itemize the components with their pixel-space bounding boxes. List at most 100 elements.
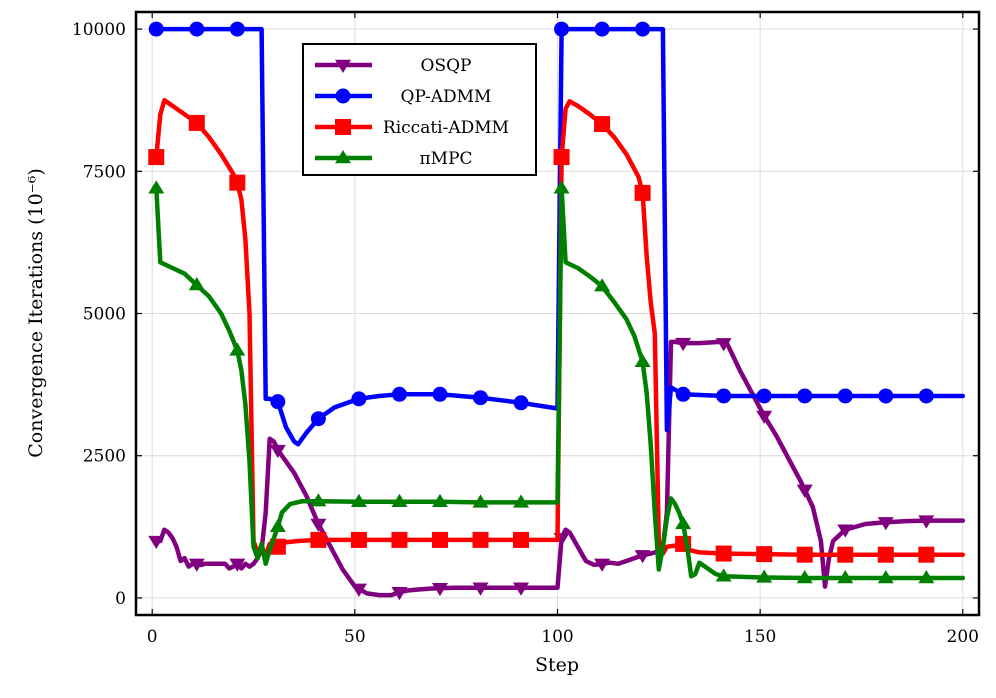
x-tick-label: 200 [947, 627, 979, 647]
x-tick-label: 0 [147, 627, 158, 647]
data-point [675, 515, 692, 530]
data-point [877, 546, 894, 563]
data-point [796, 570, 813, 584]
series-2 [148, 97, 966, 563]
data-point [513, 531, 530, 548]
data-point [796, 484, 813, 498]
legend-marker [335, 150, 351, 164]
data-point [310, 531, 327, 548]
y-tick-label: 0 [115, 589, 126, 609]
data-point [148, 149, 165, 166]
data-point [472, 494, 489, 508]
legend-entries: OSQP QP-ADMM Riccati-ADMM πMPC [315, 56, 509, 169]
data-point [472, 390, 488, 406]
data-point [837, 570, 854, 584]
data-point [188, 114, 205, 131]
data-point [431, 493, 448, 507]
data-point [310, 493, 327, 507]
data-point [229, 174, 246, 191]
legend-marker [335, 119, 351, 135]
series-3 [148, 180, 966, 584]
x-tick-labels: 0 50 100 150 200 [147, 627, 979, 647]
data-point [148, 535, 165, 550]
data-point [513, 494, 530, 508]
y-tick-label: 10000 [72, 20, 126, 40]
data-point [918, 388, 934, 404]
data-point [472, 531, 489, 548]
legend-marker [335, 88, 351, 104]
data-point [188, 558, 205, 572]
data-point [594, 558, 611, 572]
series-line [154, 186, 966, 581]
x-tick-label: 150 [744, 627, 776, 647]
data-point [715, 338, 732, 352]
data-point [269, 518, 286, 533]
data-point [715, 568, 732, 582]
x-tick-label: 50 [344, 627, 366, 647]
y-tick-label: 5000 [83, 305, 126, 325]
data-point [148, 180, 165, 194]
legend-label: QP-ADMM [401, 87, 492, 107]
data-point [837, 546, 854, 563]
data-point [918, 546, 935, 563]
data-point [675, 337, 692, 352]
legend-marker [335, 59, 351, 73]
data-point [229, 21, 245, 37]
data-point [796, 546, 813, 563]
data-point [554, 21, 570, 37]
y-tick-labels: 0 2500 5000 7500 10000 [72, 20, 126, 609]
series-layer [148, 21, 966, 601]
data-point [553, 180, 570, 194]
data-point [675, 386, 691, 402]
data-point [189, 21, 205, 37]
data-point [634, 353, 651, 368]
data-point [270, 394, 286, 410]
data-point [513, 395, 529, 411]
data-point [391, 587, 408, 601]
data-point [634, 550, 651, 564]
data-point [391, 531, 408, 548]
ticks [136, 12, 979, 615]
data-point [432, 386, 448, 402]
data-point [472, 582, 489, 596]
data-point [391, 386, 407, 402]
data-point [594, 116, 611, 133]
data-point [756, 410, 773, 424]
data-point [391, 493, 408, 507]
y-tick-label: 2500 [83, 447, 126, 467]
data-point [797, 388, 813, 404]
data-point [918, 515, 935, 529]
data-point [756, 569, 773, 583]
data-point [756, 546, 773, 563]
data-point [877, 570, 894, 584]
legend-label: πMPC [419, 149, 472, 169]
y-tick-label: 7500 [83, 162, 126, 182]
legend-label: Riccati-ADMM [383, 118, 509, 138]
data-point [918, 570, 935, 584]
data-point [837, 388, 853, 404]
legend: OSQP QP-ADMM Riccati-ADMM πMPC [302, 43, 537, 176]
data-point [634, 184, 651, 201]
data-point [594, 21, 610, 37]
x-tick-label: 100 [541, 627, 573, 647]
data-point [350, 583, 367, 597]
data-point [188, 277, 205, 291]
data-point [310, 411, 326, 427]
data-point [878, 388, 894, 404]
data-point [229, 342, 246, 356]
data-point [715, 545, 732, 562]
series-1 [148, 21, 966, 447]
data-point [756, 388, 772, 404]
data-point [229, 558, 246, 572]
data-point [269, 444, 286, 459]
data-point [553, 149, 570, 166]
data-point [431, 531, 448, 548]
data-point [877, 517, 894, 531]
data-point [350, 493, 367, 507]
data-point [837, 524, 854, 538]
legend-label: OSQP [421, 56, 472, 76]
data-point [350, 531, 367, 548]
y-axis-title: Convergence Iterations (10⁻⁶) [25, 168, 47, 457]
data-point [351, 391, 367, 407]
